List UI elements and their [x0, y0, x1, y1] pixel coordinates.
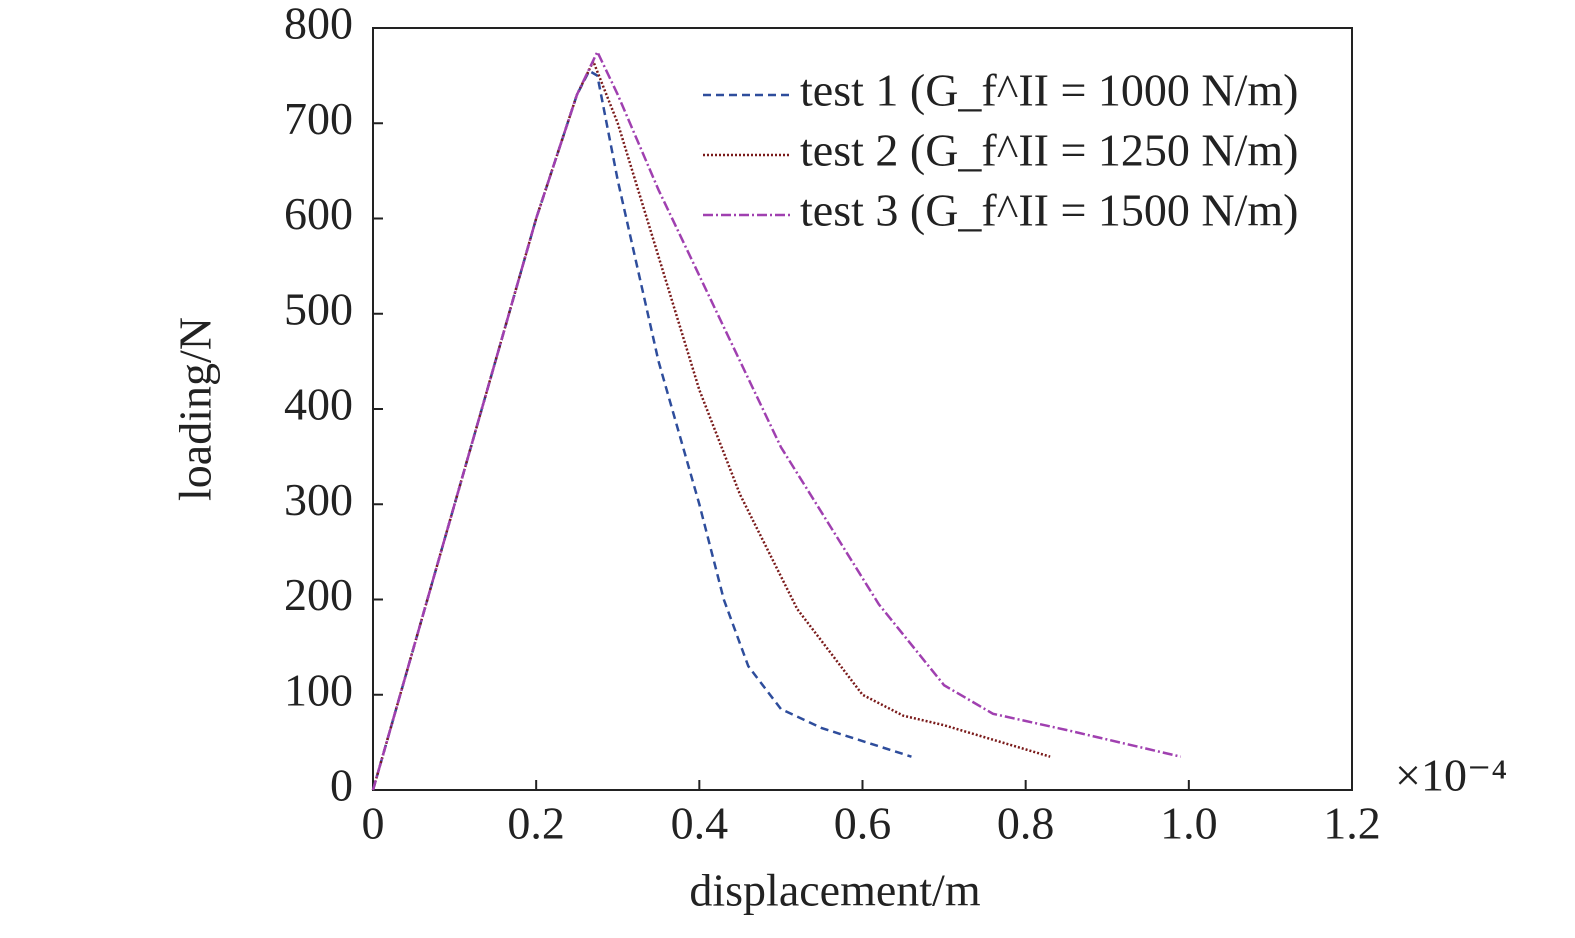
y-tick-label: 600 — [284, 188, 353, 239]
x-axis-label: displacement/m — [689, 865, 980, 916]
y-tick-label: 700 — [284, 93, 353, 144]
legend-label: test 2 (G_f^II = 1250 N/m) — [800, 125, 1299, 176]
x-tick-label: 0.4 — [671, 798, 729, 849]
x-tick-label: 0.8 — [997, 798, 1055, 849]
y-tick-label: 100 — [284, 664, 353, 715]
x-tick-label: 0.6 — [834, 798, 892, 849]
x-tick-label: 0.2 — [507, 798, 565, 849]
x-tick-label: 1.2 — [1323, 798, 1381, 849]
x-multiplier: ×10⁻⁴ — [1395, 750, 1507, 801]
y-tick-label: 200 — [284, 569, 353, 620]
legend-label: test 1 (G_f^II = 1000 N/m) — [800, 65, 1299, 116]
legend-label: test 3 (G_f^II = 1500 N/m) — [800, 185, 1299, 236]
y-tick-label: 300 — [284, 474, 353, 525]
x-tick-label: 1.0 — [1160, 798, 1218, 849]
x-tick-label: 0 — [362, 798, 385, 849]
y-axis-label: loading/N — [170, 317, 221, 501]
y-tick-label: 400 — [284, 379, 353, 430]
y-tick-label: 0 — [330, 760, 353, 811]
y-tick-label: 500 — [284, 283, 353, 334]
data-line — [371, 48, 1181, 791]
y-tick-label: 800 — [284, 0, 353, 49]
data-line — [371, 69, 912, 791]
